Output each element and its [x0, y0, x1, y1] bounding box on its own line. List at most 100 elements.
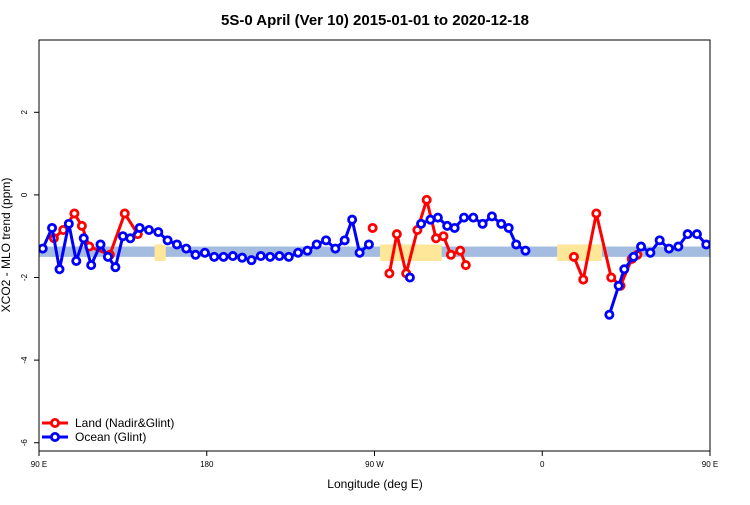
ocean-point	[330, 243, 341, 254]
ocean-point	[171, 239, 182, 250]
ocean-point	[302, 245, 313, 256]
land-point	[421, 194, 432, 205]
ocean-point	[78, 233, 89, 244]
land-point	[736, 237, 743, 244]
ocean-point	[449, 222, 460, 233]
land-band	[557, 244, 602, 261]
ocean-point	[520, 245, 531, 256]
land-series-line	[740, 213, 750, 254]
ocean-point	[190, 249, 201, 260]
ocean-point	[468, 212, 479, 223]
ocean-point	[458, 212, 469, 223]
land-point	[568, 251, 579, 262]
land-point	[591, 208, 602, 219]
land-point	[384, 268, 395, 279]
ocean-series-line	[607, 232, 710, 316]
ocean-point	[729, 266, 736, 273]
ocean-point	[162, 235, 173, 246]
ocean-point	[102, 251, 113, 262]
ocean-point	[283, 251, 294, 262]
ocean-point	[86, 260, 97, 271]
ocean-point	[265, 251, 276, 262]
ocean-point	[496, 218, 507, 229]
ocean-point	[255, 251, 266, 262]
ocean-series	[39, 211, 750, 320]
land-point	[119, 208, 130, 219]
land-point	[578, 274, 589, 285]
ocean-point	[218, 251, 229, 262]
ocean-point	[673, 241, 684, 252]
ocean-point	[321, 235, 332, 246]
ocean-legend-label: Ocean (Glint)	[75, 430, 146, 444]
land-band	[717, 244, 750, 261]
ocean-point	[636, 241, 647, 252]
plot-frame	[38, 39, 711, 452]
ocean-point	[125, 233, 136, 244]
ocean-point	[619, 264, 630, 275]
ocean-point	[645, 247, 656, 258]
y-tick-label: -2	[20, 273, 29, 281]
ocean-point	[311, 239, 322, 250]
ocean-band	[39, 246, 710, 257]
ocean-point	[628, 251, 639, 262]
x-axis-label: Longitude (deg E)	[327, 477, 422, 491]
y-tick-label: -4	[20, 356, 29, 364]
land-point	[367, 222, 378, 233]
ocean-point	[153, 227, 164, 238]
ocean-point	[363, 239, 374, 250]
ocean-point	[736, 220, 743, 227]
ocean-point	[209, 251, 220, 262]
ocean-point	[347, 214, 358, 225]
land-series	[48, 194, 750, 291]
ocean-point	[477, 218, 488, 229]
ocean-point	[110, 262, 121, 273]
land-point	[438, 231, 449, 242]
ocean-point	[237, 252, 248, 263]
land-point	[69, 208, 80, 219]
x-tick-label: 90 W	[365, 460, 384, 469]
land-point	[606, 272, 617, 283]
ocean-point	[604, 309, 615, 320]
ocean-point	[746, 257, 750, 264]
ocean-point	[143, 225, 154, 236]
ocean-point	[432, 212, 443, 223]
land-point	[76, 220, 87, 231]
ocean-point	[47, 222, 58, 233]
land-point	[455, 245, 466, 256]
series-layer	[39, 194, 750, 320]
ocean-point	[404, 272, 415, 283]
ocean-point	[663, 243, 674, 254]
land-point	[445, 249, 456, 260]
ocean-point	[293, 247, 304, 258]
ocean-point	[54, 264, 65, 275]
ocean-point	[654, 235, 665, 246]
ocean-legend-marker	[50, 431, 61, 442]
ocean-point	[63, 218, 74, 229]
land-legend-marker	[50, 417, 61, 428]
ocean-point	[701, 239, 710, 250]
ocean-point	[199, 247, 210, 258]
axes-layer: 90 E 180 90 W 0 90 E 2 0 -2 -4 -6	[20, 39, 718, 469]
legend: Land (Nadir&Glint)Ocean (Glint)	[42, 416, 174, 444]
y-axis-label: XCO2 - MLO trend (ppm)	[0, 178, 13, 313]
ocean-point	[721, 224, 728, 231]
ocean-point	[274, 251, 285, 262]
ocean-point	[39, 243, 48, 254]
y-tick-label: 0	[20, 192, 29, 197]
x-tick-label: 90 E	[31, 460, 47, 469]
x-tick-label: 90 E	[702, 460, 718, 469]
ocean-point	[503, 222, 514, 233]
ocean-point	[95, 239, 106, 250]
ocean-point	[416, 218, 427, 229]
ocean-point	[354, 247, 365, 258]
ocean-point	[339, 235, 350, 246]
land-point	[391, 229, 402, 240]
ocean-point	[246, 255, 257, 266]
x-tick-label: 180	[200, 460, 214, 469]
ocean-point	[613, 280, 624, 291]
ocean-point	[682, 229, 693, 240]
y-tick-label: 2	[20, 110, 29, 115]
land-point	[460, 260, 471, 271]
ocean-point	[486, 211, 497, 222]
